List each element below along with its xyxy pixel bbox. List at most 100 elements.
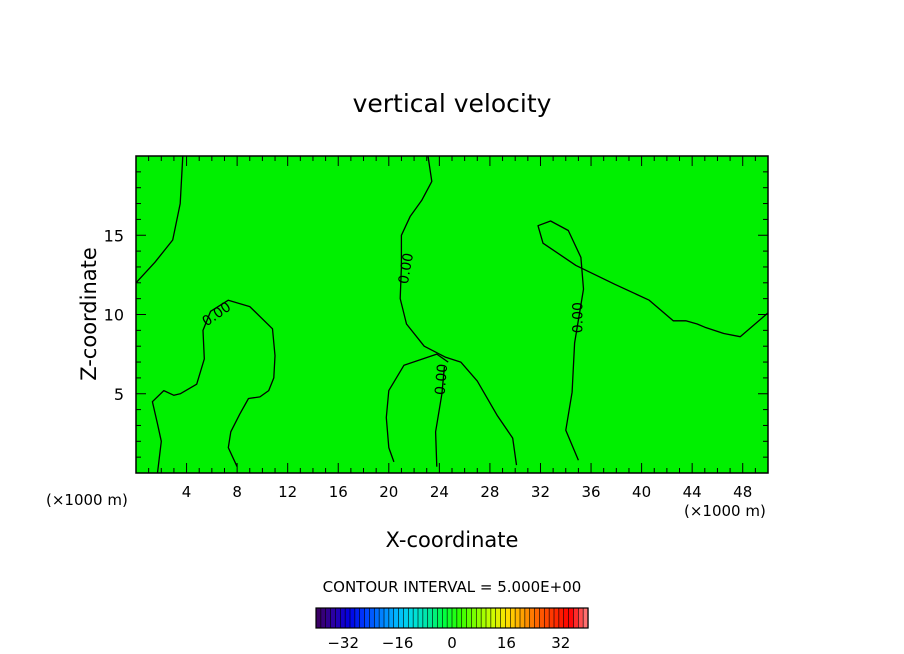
colorbar-segment <box>534 607 541 629</box>
colorbar-segment <box>344 607 351 629</box>
colorbar-segment <box>398 607 405 629</box>
contour-line-6 <box>151 299 276 473</box>
colorbar-segment <box>441 607 448 629</box>
colorbar-segment <box>383 607 390 629</box>
colorbar-segment <box>364 607 371 629</box>
y-tick-label: 10 <box>104 306 124 325</box>
colorbar-tick-label: 0 <box>447 634 457 652</box>
colorbar-segment <box>437 607 443 629</box>
contour-label-4: 0.00 <box>570 302 586 333</box>
x-tick-label: 36 <box>581 483 600 501</box>
colorbar-segment <box>519 607 526 629</box>
contour-line-4 <box>434 366 446 467</box>
colorbar-tick-label: 16 <box>497 634 516 652</box>
colorbar-segment <box>422 607 429 629</box>
colorbar-segment <box>388 607 395 629</box>
y-axis-label: Z-coordinate <box>77 247 101 381</box>
colorbar-segment <box>543 607 550 629</box>
x-tick-label: 32 <box>531 483 550 501</box>
colorbar-segment <box>373 607 380 629</box>
contour-line-5 <box>537 220 768 461</box>
colorbar <box>315 607 589 629</box>
colorbar-segment <box>509 607 516 629</box>
x-tick-label: 16 <box>329 483 348 501</box>
colorbar-segment <box>451 607 458 629</box>
colorbar-segment <box>490 607 497 629</box>
colorbar-segment <box>320 607 327 629</box>
colorbar-segment <box>471 607 477 629</box>
colorbar-segment <box>315 607 322 629</box>
colorbar-segment <box>563 607 570 629</box>
colorbar-segment <box>432 607 439 629</box>
colorbar-segment <box>369 607 375 629</box>
x-unit-right: (×1000 m) <box>684 502 766 520</box>
colorbar-segment <box>354 607 361 629</box>
colorbar-segment <box>568 607 575 629</box>
colorbar-segment <box>461 607 468 629</box>
colorbar-segment <box>505 607 511 629</box>
x-tick-label: 8 <box>232 483 242 501</box>
contour-interval-label: CONTOUR INTERVAL = 5.000E+00 <box>323 578 582 596</box>
colorbar-segment <box>558 607 565 629</box>
colorbar-segment <box>456 607 463 629</box>
contour-line-3 <box>385 353 449 463</box>
colorbar-segment <box>577 607 584 629</box>
contour-label-2: 0.00 <box>396 252 417 285</box>
x-tick-labels: 4 8 12 16 20 24 28 32 36 40 44 48 <box>182 483 752 501</box>
colorbar-segment <box>427 607 434 629</box>
colorbar-segment <box>325 607 332 629</box>
colorbar-segment <box>480 607 487 629</box>
x-tick-label: 40 <box>632 483 651 501</box>
x-tick-label: 48 <box>733 483 752 501</box>
contour-line-1 <box>136 156 184 284</box>
colorbar-segment <box>407 607 414 629</box>
colorbar-segment <box>573 607 579 629</box>
colorbar-segment <box>393 607 400 629</box>
colorbar-segment <box>378 607 385 629</box>
x-tick-label: 12 <box>278 483 297 501</box>
contour-label-3: 0.00 <box>433 363 452 395</box>
x-tick-label: 20 <box>379 483 398 501</box>
colorbar-segment <box>335 607 341 629</box>
x-tick-label: 28 <box>480 483 499 501</box>
colorbar-segment <box>446 607 453 629</box>
colorbar-segment <box>539 607 545 629</box>
colorbar-segment <box>548 607 555 629</box>
colorbar-tick-label: −16 <box>382 634 414 652</box>
colorbar-tick-label: −32 <box>327 634 359 652</box>
colorbar-segment <box>349 607 356 629</box>
x-axis-label: X-coordinate <box>386 528 519 552</box>
plot-background <box>136 156 768 473</box>
x-tick-label: 44 <box>683 483 702 501</box>
colorbar-segment <box>359 607 366 629</box>
colorbar-segment <box>485 607 492 629</box>
y-tick-label: 15 <box>104 226 124 245</box>
colorbar-segment <box>330 607 337 629</box>
colorbar-segment <box>500 607 507 629</box>
colorbar-segment <box>403 607 409 629</box>
colorbar-tick-labels: −32 −16 0 16 32 <box>327 634 570 652</box>
x-tick-label: 4 <box>182 483 192 501</box>
colorbar-segment <box>466 607 473 629</box>
colorbar-segment <box>514 607 521 629</box>
colorbar-tick-label: 32 <box>551 634 570 652</box>
colorbar-segment <box>529 607 536 629</box>
contour-label-layer: 0.000.000.000.00 <box>200 252 587 396</box>
colorbar-segment <box>339 607 346 629</box>
colorbar-segment <box>412 607 419 629</box>
colorbar-frame <box>315 607 589 629</box>
axis-ticks <box>136 156 768 473</box>
chart-title: vertical velocity <box>353 89 552 118</box>
colorbar-segment <box>524 607 531 629</box>
contour-line-2 <box>399 156 518 466</box>
colorbar-segment <box>417 607 424 629</box>
colorbar-segment <box>475 607 482 629</box>
colorbar-segment <box>553 607 560 629</box>
x-unit-left: (×1000 m) <box>46 491 128 509</box>
y-tick-labels: 5 10 15 <box>104 226 124 404</box>
y-tick-label: 5 <box>114 385 124 404</box>
x-tick-label: 24 <box>430 483 449 501</box>
contour-layer <box>136 156 768 473</box>
colorbar-segment <box>495 607 502 629</box>
